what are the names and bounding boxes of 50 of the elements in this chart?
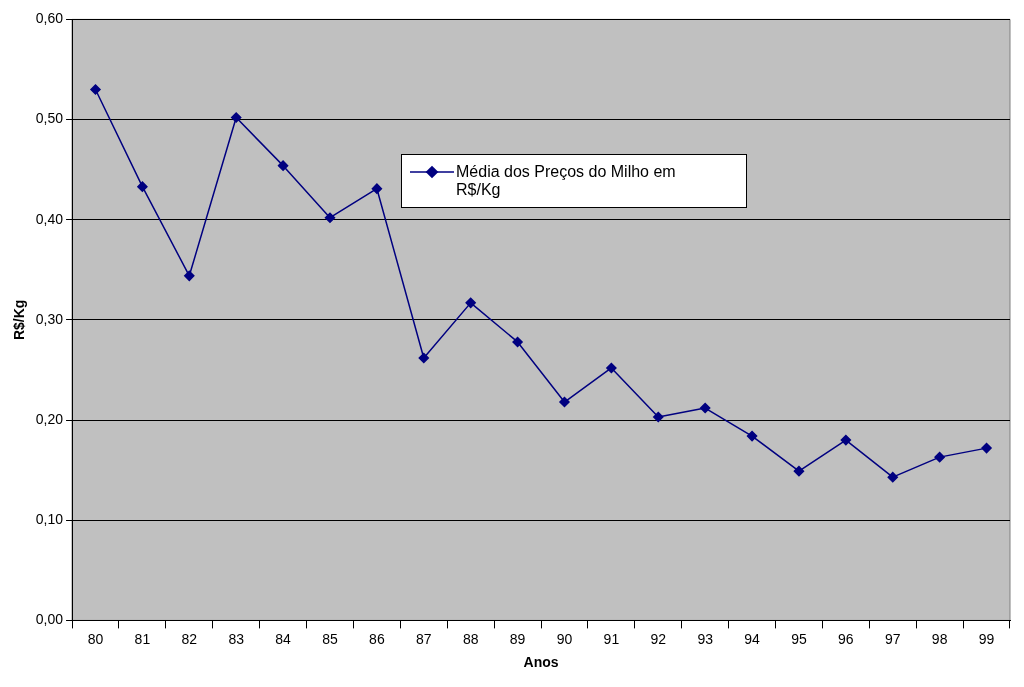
point — [230, 112, 242, 123]
y-tick-label: 0,60 — [35, 10, 64, 27]
y-tick-label: 0,20 — [35, 410, 64, 427]
y-tick-label: 0,10 — [35, 511, 64, 528]
y-axis-title: R$/Kg — [11, 299, 28, 341]
x-tick-label: 85 — [322, 630, 338, 647]
x-tick-label: 84 — [275, 630, 292, 647]
y-tick-label: 0,40 — [35, 210, 64, 227]
x-tick-label: 98 — [931, 630, 948, 647]
x-tick-label: 86 — [369, 630, 385, 647]
point — [324, 212, 336, 223]
y-tick-label: 0,00 — [35, 611, 64, 628]
x-tick-label: 92 — [650, 630, 667, 647]
y-tick-label: 0,50 — [35, 110, 64, 127]
x-tick-label: 80 — [87, 630, 104, 647]
x-tick-label: 94 — [744, 630, 761, 647]
point — [840, 434, 852, 446]
x-tick-label: 81 — [134, 630, 151, 647]
point — [277, 160, 289, 171]
x-tick-label: 90 — [556, 630, 573, 647]
x-tick-label: 89 — [509, 630, 526, 647]
point — [184, 270, 195, 282]
point — [887, 471, 899, 483]
point — [981, 442, 992, 454]
point — [934, 451, 945, 463]
point — [699, 402, 711, 414]
point — [465, 297, 476, 309]
point — [559, 396, 570, 408]
x-tick-label: 95 — [791, 630, 807, 647]
x-tick-label: 99 — [978, 630, 995, 647]
x-tick-label: 87 — [415, 630, 432, 647]
point — [653, 411, 664, 423]
point — [90, 84, 101, 95]
x-tick-label: 83 — [228, 630, 245, 647]
point — [746, 430, 758, 442]
x-tick-label: 96 — [838, 630, 854, 647]
x-tick-label: 97 — [884, 630, 901, 647]
point — [793, 465, 805, 477]
point — [606, 362, 617, 374]
x-tick-label: 91 — [603, 630, 620, 647]
x-axis-title: Anos — [523, 654, 559, 671]
x-tick-label: 82 — [181, 630, 198, 647]
legend-label: Média dos Preços do Milho em R$/Kg — [456, 163, 677, 200]
y-tick-label: 0,30 — [35, 310, 64, 327]
point — [371, 183, 383, 194]
point — [512, 336, 523, 348]
point — [137, 181, 148, 192]
x-tick-label: 93 — [697, 630, 714, 647]
point — [418, 352, 430, 364]
x-tick-label: 88 — [462, 630, 479, 647]
